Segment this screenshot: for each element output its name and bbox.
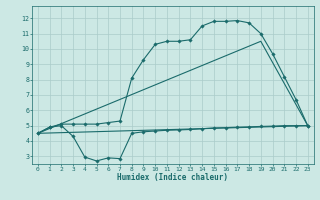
X-axis label: Humidex (Indice chaleur): Humidex (Indice chaleur) (117, 173, 228, 182)
